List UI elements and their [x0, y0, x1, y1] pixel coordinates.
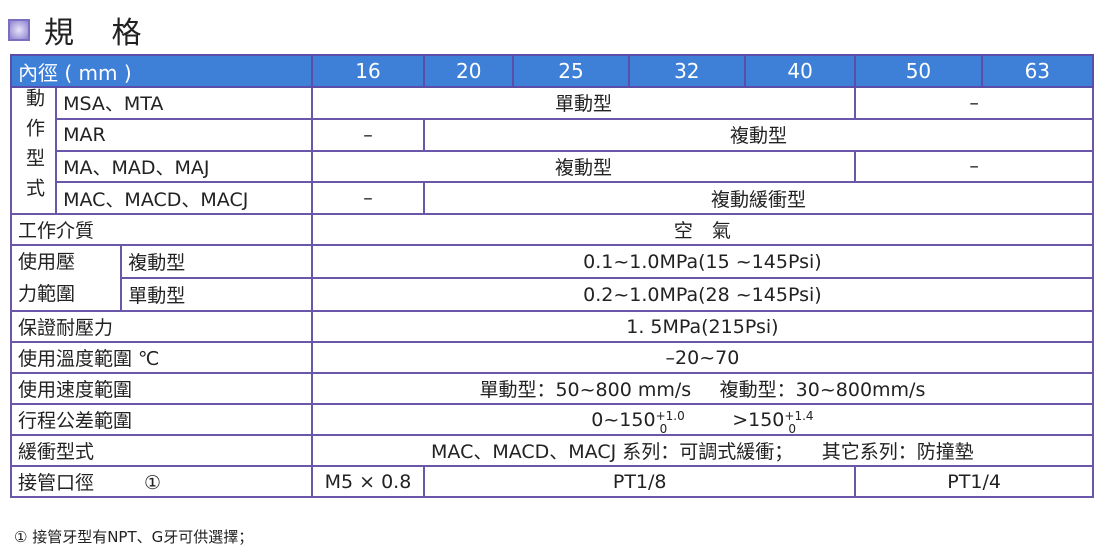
row-label: MSA、MTA — [55, 86, 313, 120]
cell: 單動型：50~800 mm/s 複動型：30~800mm/s — [310, 372, 1095, 405]
row-label: 使用溫度範圍 ℃ — [10, 341, 313, 374]
row-label: 保證耐壓力 — [10, 310, 313, 343]
square-bullet-icon — [8, 19, 30, 41]
cell: – — [854, 149, 1094, 184]
section-title: 規 格 — [8, 8, 156, 52]
cell: – — [854, 86, 1094, 120]
bore-20: 20 — [423, 54, 515, 88]
cell: PT1/8 — [423, 465, 857, 498]
row-label: 緩衝型式 — [10, 434, 313, 467]
header-row: 內徑 ( mm ) 16 20 25 32 40 50 63 — [10, 54, 1095, 88]
spec-table: 內徑 ( mm ) 16 20 25 32 40 50 63 動作型式 MSA、… — [9, 54, 1095, 498]
cell: MAC、MACD、MACJ 系列：可調式緩衝； 其它系列：防撞墊 — [310, 434, 1095, 467]
bore-63: 63 — [980, 54, 1095, 88]
table-row: 接管口徑 ① M5 × 0.8 PT1/8 PT1/4 — [10, 465, 1094, 498]
row-label: 使用速度範圍 — [10, 372, 313, 405]
cell: – — [310, 117, 426, 152]
cell: 0~150+1.0 0 >150+1.4 0 — [310, 403, 1095, 436]
bore-25: 25 — [512, 54, 630, 88]
cell: 複動型 — [310, 149, 857, 184]
table-row: 使用速度範圍 單動型：50~800 mm/s 複動型：30~800mm/s — [10, 372, 1095, 405]
row-label: MAR — [55, 117, 313, 152]
cell: –20~70 — [310, 341, 1095, 374]
cell: PT1/4 — [854, 465, 1094, 498]
action-group-label: 動作型式 — [9, 86, 58, 215]
cell: 單動型 — [310, 86, 857, 120]
bore-16: 16 — [310, 54, 426, 88]
table-row: 動作型式 MSA、MTA 單動型 – — [9, 86, 1094, 215]
action-group-text: 動作型式 — [23, 88, 46, 208]
cell: 1. 5MPa(215Psi) — [310, 310, 1095, 343]
table-row: 行程公差範圍 0~150+1.0 0 >150+1.4 0 — [10, 403, 1095, 436]
table-row: 使用壓 力範圍 複動型 0.1~1.0MPa(15 ~145Psi) — [9, 244, 1095, 312]
row-label: 複動型 — [120, 244, 313, 279]
cell: 0.2~1.0MPa(28 ~145Psi) — [310, 277, 1095, 312]
cell: 複動型 — [423, 117, 1094, 152]
cell: 複動緩衝型 — [423, 181, 1094, 215]
table-row: MAC、MACD、MACJ – 複動緩衝型 — [11, 181, 1094, 215]
row-label: 接管口徑 ① — [10, 465, 313, 498]
cell: 0.1~1.0MPa(15 ~145Psi) — [310, 244, 1095, 279]
cell: 空 氣 — [310, 213, 1095, 246]
bore-label: 內徑 ( mm ) — [10, 54, 313, 88]
table-row: 工作介質 空 氣 — [10, 213, 1095, 246]
table-row: MA、MAD、MAJ 複動型 – — [11, 149, 1094, 184]
bore-40: 40 — [743, 54, 857, 88]
table-row: 單動型 0.2~1.0MPa(28 ~145Psi) — [11, 277, 1095, 312]
footnote: ① 接管牙型有NPT、G牙可供選擇； — [14, 528, 254, 546]
row-label: 工作介質 — [10, 213, 313, 246]
bore-32: 32 — [627, 54, 746, 88]
row-label: MA、MAD、MAJ — [55, 149, 313, 184]
row-label: 單動型 — [120, 277, 313, 312]
table-row: 使用溫度範圍 ℃ –20~70 — [10, 341, 1095, 374]
cell: – — [310, 181, 426, 215]
pressure-label: 使用壓 力範圍 — [9, 244, 123, 312]
table-row: 緩衝型式 MAC、MACD、MACJ 系列：可調式緩衝； 其它系列：防撞墊 — [10, 434, 1095, 467]
bore-50: 50 — [854, 54, 983, 88]
table-row: 保證耐壓力 1. 5MPa(215Psi) — [10, 310, 1095, 343]
row-label: 行程公差範圍 — [10, 403, 313, 436]
cell: M5 × 0.8 — [310, 465, 426, 498]
table-row: MAR – 複動型 — [11, 117, 1094, 152]
row-label: MAC、MACD、MACJ — [55, 181, 313, 215]
